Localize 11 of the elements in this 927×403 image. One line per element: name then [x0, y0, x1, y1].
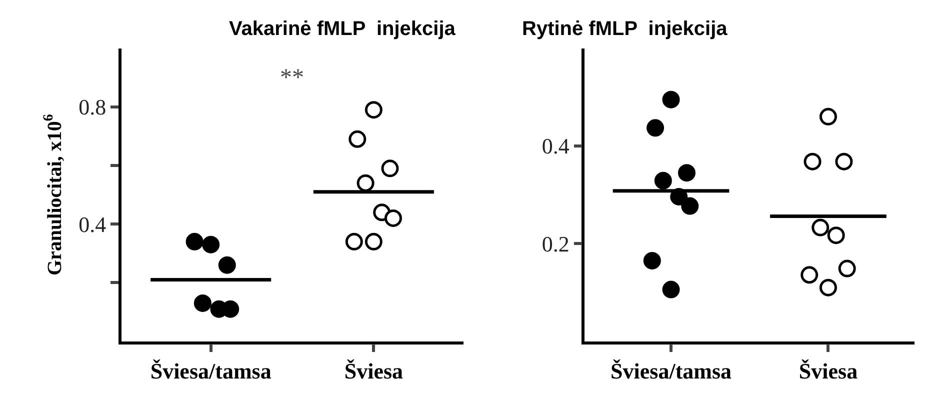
- x-tick-label: Šviesa: [344, 358, 404, 384]
- x-tick-label: Šviesa: [798, 358, 858, 384]
- annotation: **: [280, 65, 304, 91]
- y-tick-label: 0.8: [78, 94, 106, 120]
- chart-title: Vakarinė fMLP injekcija: [229, 18, 456, 40]
- x-tick-label: Šviesa/tamsa: [150, 358, 272, 384]
- y-tick-label: 0.4: [542, 134, 570, 159]
- chart-title: Rytinė fMLP injekcija: [522, 18, 728, 40]
- y-tick-label: 0.2: [542, 231, 570, 256]
- x-tick-label: Šviesa/tamsa: [610, 358, 732, 384]
- y-tick-label: 0.4: [78, 212, 106, 237]
